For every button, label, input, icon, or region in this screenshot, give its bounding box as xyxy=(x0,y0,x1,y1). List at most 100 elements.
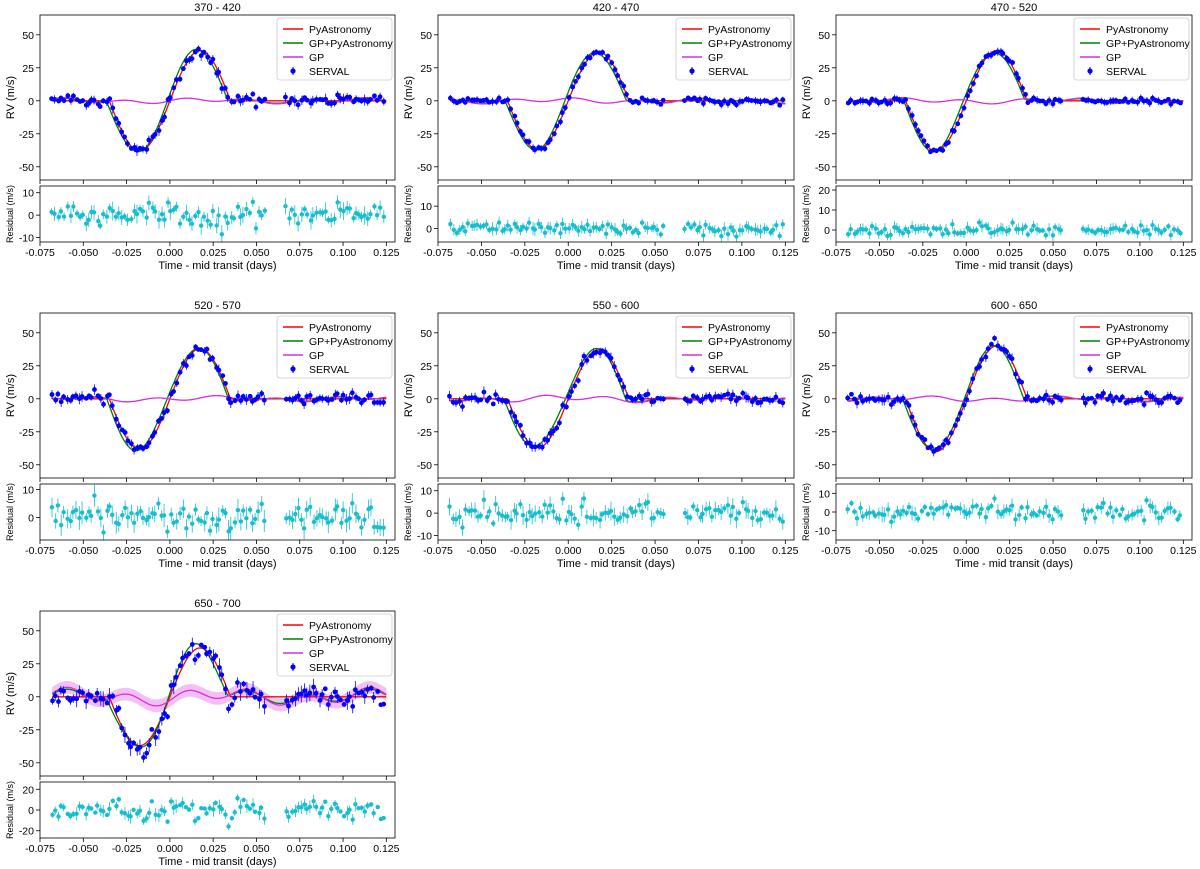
rv-point xyxy=(146,742,152,748)
rv-point xyxy=(189,642,195,647)
y-tick-label: 50 xyxy=(818,328,830,340)
rv-point xyxy=(164,408,170,414)
rv-point xyxy=(74,696,80,702)
rv-point xyxy=(1095,393,1101,399)
residual-point xyxy=(958,230,964,236)
legend-swatch-serval xyxy=(689,68,695,74)
rv-point xyxy=(703,95,709,101)
residual-plot-area xyxy=(49,484,386,540)
x-tick-label: 0.100 xyxy=(729,247,755,259)
residual-point xyxy=(1126,514,1131,519)
rv-point xyxy=(153,734,159,740)
residual-point xyxy=(897,228,902,234)
rv-point xyxy=(307,690,313,696)
legend-box xyxy=(675,17,792,81)
residual-point xyxy=(925,226,930,231)
residual-point xyxy=(457,514,462,520)
x-tick-label: 0.125 xyxy=(373,843,399,855)
rv-point xyxy=(162,711,168,716)
residual-point xyxy=(658,232,664,237)
residual-point xyxy=(605,222,611,227)
rv-point xyxy=(849,391,854,397)
residual-point xyxy=(731,228,736,234)
residual-point xyxy=(307,804,313,810)
residual-point xyxy=(542,502,547,508)
rv-point xyxy=(144,147,150,152)
residual-point xyxy=(986,226,991,231)
residual-point xyxy=(311,519,317,525)
residual-point xyxy=(302,206,307,212)
rv-point xyxy=(255,394,261,400)
rv-point xyxy=(226,706,231,712)
rv-point xyxy=(319,692,325,697)
y-tick-label: -50 xyxy=(19,162,34,174)
rv-point xyxy=(749,399,755,405)
residual-point xyxy=(335,200,340,205)
rv-point xyxy=(368,97,373,102)
res-y-tick-label: 20 xyxy=(22,784,34,796)
rv-point xyxy=(955,121,961,127)
residual-plot-area xyxy=(845,494,1183,529)
rv-point xyxy=(374,97,380,103)
residual-point xyxy=(558,231,563,236)
y-tick-label: 50 xyxy=(22,30,34,42)
residual-point xyxy=(1009,503,1015,508)
rv-axes-frame xyxy=(39,14,396,181)
residual-axis-label: Residual (m/s) xyxy=(403,185,413,243)
legend-label-gp-pyastronomy: GP+PyAstronomy xyxy=(309,38,393,50)
residual-point xyxy=(289,207,294,212)
residual-point xyxy=(1055,509,1061,514)
rv-point xyxy=(1165,96,1171,102)
residual-point xyxy=(1050,233,1056,238)
gp-line xyxy=(51,686,387,707)
residual-point xyxy=(61,214,67,219)
rv-point xyxy=(921,138,927,144)
y-tick-label: -50 xyxy=(19,460,34,472)
residual-point xyxy=(462,229,468,234)
residual-point xyxy=(255,509,261,514)
residual-point xyxy=(296,505,301,511)
rv-point xyxy=(1010,60,1015,65)
rv-point xyxy=(690,393,696,399)
rv-point xyxy=(247,393,253,399)
residual-point xyxy=(628,506,633,511)
rv-point xyxy=(177,76,183,82)
legend-box xyxy=(675,315,792,379)
residual-point xyxy=(547,503,553,508)
residual-point xyxy=(1166,224,1171,229)
rv-point xyxy=(1159,399,1165,405)
rv-point xyxy=(460,404,465,410)
legend-label-pyastronomy: PyAstronomy xyxy=(708,24,771,36)
rv-point xyxy=(554,425,560,431)
legend-label-pyastronomy: PyAstronomy xyxy=(309,322,372,334)
residual-point xyxy=(1168,232,1174,238)
residual-point xyxy=(946,512,951,517)
residual-axes-frame xyxy=(835,185,1193,243)
residual-point xyxy=(247,507,253,513)
residual-point xyxy=(758,516,763,522)
rv-point xyxy=(758,99,763,105)
rv-point xyxy=(608,355,614,361)
panel-title: 470 - 520 xyxy=(991,2,1037,14)
rv-point xyxy=(579,65,585,71)
residual-point xyxy=(879,230,884,235)
rv-point xyxy=(152,132,158,137)
y-tick-label: -25 xyxy=(19,129,34,141)
x-axis-label: Time - mid transit (days) xyxy=(158,260,276,272)
rv-point xyxy=(207,649,213,655)
rv-point xyxy=(213,653,219,659)
rv-point xyxy=(1171,98,1177,104)
rv-point xyxy=(174,380,180,386)
x-tick-label: -0.075 xyxy=(821,247,851,259)
x-tick-label: 0.100 xyxy=(1127,247,1153,259)
residual-point xyxy=(460,224,466,230)
rv-point xyxy=(252,694,258,700)
residual-point xyxy=(86,509,92,514)
residual-point xyxy=(58,209,64,214)
legend: PyAstronomy GP+PyAstronomy GP SERVAL xyxy=(675,315,792,379)
rv-point xyxy=(486,395,492,401)
rv-point xyxy=(101,401,106,407)
rv-point xyxy=(350,704,356,709)
residual-point xyxy=(921,225,927,231)
y-tick-label: -50 xyxy=(19,758,34,770)
